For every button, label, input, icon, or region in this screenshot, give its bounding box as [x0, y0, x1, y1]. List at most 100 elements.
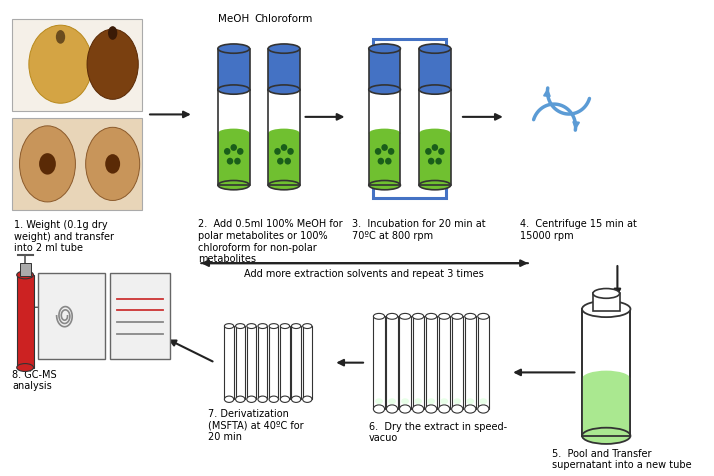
Text: 8. GC-MS
analysis: 8. GC-MS analysis: [12, 369, 56, 390]
Ellipse shape: [247, 396, 256, 403]
Bar: [582, 309, 630, 436]
Ellipse shape: [87, 30, 139, 100]
Circle shape: [428, 159, 434, 165]
Ellipse shape: [281, 396, 290, 403]
Bar: [16, 275, 34, 368]
Ellipse shape: [400, 314, 411, 319]
Circle shape: [436, 159, 442, 165]
Ellipse shape: [414, 398, 422, 404]
Ellipse shape: [105, 155, 120, 174]
Bar: [400, 317, 411, 409]
Text: MeOH: MeOH: [218, 14, 249, 24]
Bar: [268, 50, 300, 90]
Ellipse shape: [269, 396, 278, 403]
Bar: [368, 50, 401, 90]
Text: Add more extraction solvents and repeat 3 times: Add more extraction solvents and repeat …: [244, 268, 484, 278]
Bar: [12, 20, 143, 111]
Ellipse shape: [368, 86, 401, 95]
Circle shape: [388, 149, 394, 156]
Bar: [368, 90, 401, 186]
Ellipse shape: [453, 398, 461, 404]
Circle shape: [438, 149, 445, 156]
Ellipse shape: [368, 129, 401, 139]
Ellipse shape: [452, 405, 463, 413]
Bar: [236, 327, 245, 399]
Circle shape: [277, 159, 283, 165]
Ellipse shape: [269, 324, 278, 329]
Ellipse shape: [268, 129, 300, 139]
Bar: [419, 90, 451, 186]
Ellipse shape: [218, 45, 250, 54]
Ellipse shape: [218, 129, 250, 139]
Ellipse shape: [478, 314, 489, 319]
Ellipse shape: [413, 405, 423, 413]
Ellipse shape: [16, 271, 34, 279]
Bar: [218, 134, 250, 186]
Ellipse shape: [19, 127, 76, 202]
Circle shape: [425, 149, 432, 156]
Circle shape: [234, 159, 241, 165]
Ellipse shape: [16, 364, 34, 372]
Ellipse shape: [268, 45, 300, 54]
Bar: [582, 379, 630, 436]
Text: 2.  Add 0.5ml 100% MeOH for
polar metabolites or 100%
chloroform for non-polar
m: 2. Add 0.5ml 100% MeOH for polar metabol…: [198, 219, 343, 264]
Text: 4.  Centrifuge 15 min at
15000 rpm: 4. Centrifuge 15 min at 15000 rpm: [520, 219, 636, 240]
Bar: [452, 317, 463, 409]
Bar: [224, 327, 233, 399]
Ellipse shape: [368, 181, 401, 190]
Text: 5.  Pool and Transfer
supernatant into a new tube: 5. Pool and Transfer supernatant into a …: [552, 447, 692, 469]
Circle shape: [375, 149, 381, 156]
Ellipse shape: [386, 405, 398, 413]
Ellipse shape: [39, 154, 56, 175]
Ellipse shape: [291, 396, 301, 403]
Bar: [368, 134, 401, 186]
Ellipse shape: [268, 181, 300, 190]
Ellipse shape: [247, 324, 256, 329]
Ellipse shape: [419, 45, 451, 54]
Bar: [110, 273, 171, 359]
Ellipse shape: [419, 86, 451, 95]
Ellipse shape: [465, 405, 476, 413]
Bar: [593, 294, 620, 311]
Text: Chloroform: Chloroform: [255, 14, 313, 24]
Text: 7. Derivatization
(MSFTA) at 40ºC for
20 min: 7. Derivatization (MSFTA) at 40ºC for 20…: [208, 407, 303, 441]
Bar: [291, 327, 301, 399]
Ellipse shape: [218, 181, 250, 190]
Bar: [218, 50, 250, 90]
Bar: [258, 327, 267, 399]
Bar: [268, 90, 300, 186]
Bar: [38, 273, 105, 359]
Ellipse shape: [224, 324, 233, 329]
Ellipse shape: [438, 405, 450, 413]
Text: 6.  Dry the extract in speed-
vacuo: 6. Dry the extract in speed- vacuo: [368, 421, 507, 442]
Ellipse shape: [400, 405, 411, 413]
Ellipse shape: [465, 314, 476, 319]
Bar: [419, 90, 451, 186]
Ellipse shape: [419, 129, 451, 139]
Ellipse shape: [426, 314, 437, 319]
Bar: [247, 327, 256, 399]
Bar: [582, 309, 630, 436]
Ellipse shape: [413, 314, 423, 319]
Circle shape: [287, 149, 293, 156]
Ellipse shape: [258, 324, 267, 329]
Circle shape: [385, 159, 391, 165]
Ellipse shape: [29, 26, 92, 104]
Ellipse shape: [386, 314, 398, 319]
Bar: [426, 317, 437, 409]
Ellipse shape: [373, 314, 385, 319]
Ellipse shape: [582, 301, 630, 317]
Circle shape: [274, 149, 281, 156]
Ellipse shape: [441, 398, 448, 404]
Ellipse shape: [438, 314, 450, 319]
Ellipse shape: [236, 324, 245, 329]
Bar: [268, 90, 300, 186]
Bar: [419, 50, 451, 90]
Bar: [218, 90, 250, 186]
Ellipse shape: [582, 428, 630, 444]
Ellipse shape: [478, 405, 489, 413]
Text: 3.  Incubation for 20 min at
70ºC at 800 rpm: 3. Incubation for 20 min at 70ºC at 800 …: [352, 219, 486, 240]
Bar: [12, 119, 143, 210]
Ellipse shape: [452, 314, 463, 319]
Ellipse shape: [479, 398, 487, 404]
